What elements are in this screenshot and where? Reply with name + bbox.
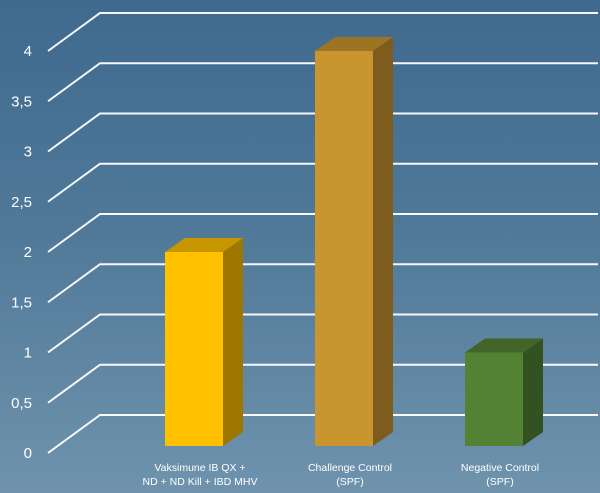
x-tick-label: Challenge Control (SPF)	[308, 462, 392, 488]
bar	[165, 252, 223, 446]
gridline	[47, 313, 598, 354]
gridline	[47, 112, 598, 153]
x-tick-label: Negative Control (SPF)	[461, 462, 539, 488]
y-tick-label: 1,5	[11, 294, 32, 311]
y-tick-label: 3	[24, 144, 32, 161]
y-tick-label: 1	[24, 345, 32, 362]
y-tick-label: 0,5	[11, 395, 32, 412]
y-tick-label: 2,5	[11, 194, 32, 211]
y-tick-label: 2	[24, 244, 32, 261]
gridline	[47, 263, 598, 304]
bar	[315, 51, 373, 446]
bar-side	[223, 238, 243, 446]
gridline	[47, 12, 598, 52]
bar-top	[465, 338, 543, 353]
y-tick-label: 3,5	[11, 93, 32, 110]
bar-side	[523, 338, 543, 446]
bar	[465, 352, 523, 446]
x-tick-label: Vaksimune IB QX + ND + ND Kill + IBD MHV	[143, 462, 258, 488]
gridline	[47, 162, 598, 203]
bar-top	[315, 37, 393, 51]
gridline	[47, 363, 598, 404]
y-tick-label: 4	[24, 43, 32, 60]
bar-side	[373, 37, 393, 446]
gridline	[47, 62, 598, 103]
y-tick-label: 0	[24, 445, 32, 462]
gridline	[47, 213, 598, 253]
bar-top	[165, 238, 243, 252]
gridline	[47, 414, 598, 454]
